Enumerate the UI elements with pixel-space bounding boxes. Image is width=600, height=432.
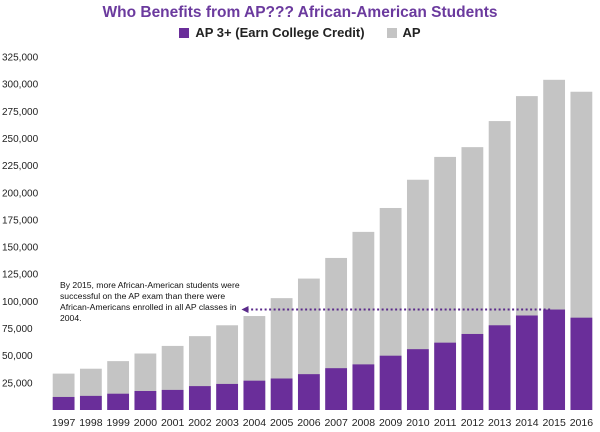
y-tick-label: 150,000 [2, 243, 39, 254]
legend-swatch-ap3 [179, 27, 190, 38]
bar-ap3-2004 [243, 380, 266, 410]
y-tick-label: 75,000 [2, 324, 33, 335]
x-tick-label: 2002 [188, 417, 212, 429]
bar-ap3-2002 [188, 386, 211, 410]
bar-ap3-2006 [297, 374, 320, 410]
y-tick-label: 25,000 [2, 378, 33, 389]
x-tick-label: 2016 [570, 417, 594, 429]
x-tick-label: 1999 [106, 417, 130, 429]
bar-ap3-2016 [570, 317, 593, 410]
bar-ap3-2008 [352, 364, 375, 410]
bar-ap3-2001 [161, 389, 184, 410]
x-tick-label: 2000 [134, 417, 158, 429]
y-tick-label: 175,000 [2, 215, 39, 226]
legend-label-ap3: AP 3+ (Earn College Credit) [195, 25, 365, 40]
bar-ap3-2011 [434, 342, 457, 410]
x-tick-label: 2012 [461, 417, 485, 429]
x-tick-label: 2006 [297, 417, 321, 429]
bar-ap3-2000 [134, 390, 157, 410]
x-tick-label: 1997 [52, 417, 76, 429]
bar-ap3-2010 [406, 349, 429, 410]
y-tick-label: 100,000 [2, 297, 39, 308]
x-tick-label: 2004 [243, 417, 267, 429]
bar-ap3-2012 [461, 333, 484, 410]
y-tick-label: 325,000 [2, 53, 39, 64]
chart-legend: AP 3+ (Earn College Credit) AP [0, 25, 600, 40]
y-tick-label: 125,000 [2, 270, 39, 281]
x-tick-label: 2015 [542, 417, 566, 429]
x-tick-label: 2003 [215, 417, 239, 429]
y-tick-label: 200,000 [2, 188, 39, 199]
x-tick-label: 2011 [434, 417, 457, 429]
legend-label-ap: AP [402, 25, 421, 40]
y-tick-label: 225,000 [2, 161, 39, 172]
y-tick-label: 275,000 [2, 107, 39, 118]
bar-ap3-1999 [107, 393, 130, 410]
legend-swatch-ap [386, 27, 397, 38]
bar-ap3-2009 [379, 355, 402, 410]
bar-ap3-2007 [325, 368, 348, 410]
bar-ap3-1998 [79, 395, 102, 410]
bar-ap3-1997 [52, 396, 75, 410]
x-tick-label: 1998 [79, 417, 103, 429]
bar-ap3-2014 [515, 315, 538, 410]
x-tick-label: 2007 [324, 417, 348, 429]
bar-ap3-2013 [488, 325, 511, 410]
x-tick-label: 2010 [406, 417, 430, 429]
x-tick-label: 2013 [488, 417, 512, 429]
chart-annotation: By 2015, more African-American students … [60, 280, 240, 323]
x-tick-label: 2008 [352, 417, 376, 429]
x-tick-label: 2009 [379, 417, 403, 429]
x-tick-label: 2014 [515, 417, 539, 429]
bar-ap3-2003 [216, 383, 239, 410]
chart-title: Who Benefits from AP??? African-American… [102, 4, 498, 21]
y-tick-label: 300,000 [2, 80, 39, 91]
legend-item-ap3: AP 3+ (Earn College Credit) [179, 25, 365, 40]
y-tick-label: 250,000 [2, 134, 39, 145]
legend-item-ap: AP [386, 25, 421, 40]
bar-ap3-2005 [270, 378, 293, 410]
bar-ap3-2015 [543, 309, 566, 410]
x-tick-label: 2005 [270, 417, 294, 429]
annotation-arrow-head [241, 306, 249, 314]
x-tick-label: 2001 [161, 417, 185, 429]
y-tick-label: 50,000 [2, 351, 33, 362]
